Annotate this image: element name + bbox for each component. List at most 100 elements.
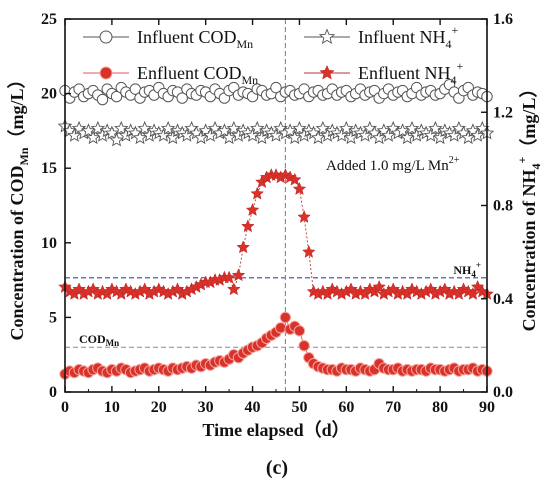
- y-left-axis-title-sub: Mn: [17, 147, 31, 165]
- data-point: [203, 127, 218, 142]
- legend-label-sub: 4: [450, 73, 456, 87]
- data-point: [156, 127, 171, 142]
- data-point: [221, 130, 237, 145]
- data-point: [245, 127, 260, 142]
- data-point: [110, 90, 123, 103]
- data-point: [334, 127, 349, 142]
- data-point: [302, 244, 316, 258]
- data-point: [274, 322, 287, 334]
- data-point: [470, 127, 485, 142]
- x-tick-label: 70: [385, 399, 401, 416]
- data-point: [109, 132, 124, 147]
- legend-marker: [319, 64, 335, 80]
- data-point: [132, 130, 148, 145]
- reference-line-label-text: COD: [79, 332, 106, 346]
- data-point: [460, 130, 476, 145]
- data-point: [176, 92, 188, 104]
- legend-label-sub: Mn: [241, 73, 258, 87]
- y-left-axis-title-text: Concentration of COD: [7, 166, 27, 341]
- chart-text: NH4+ CODMn Added 1.0 mg/L Mn2+: [79, 155, 481, 348]
- annotation-text: Added 1.0 mg/L Mn2+: [326, 155, 460, 174]
- data-point: [315, 120, 331, 135]
- x-tick-label: 80: [432, 399, 448, 416]
- y-left-tick-label: 0: [49, 384, 57, 401]
- x-tick-label: 10: [104, 399, 120, 416]
- legend-label: Enfluent CODMn: [137, 63, 258, 87]
- data-point: [298, 340, 310, 352]
- y-right-axis-title: Concentration of NH4+（mg/L）: [515, 80, 543, 332]
- data-point: [270, 81, 282, 94]
- data-point: [287, 172, 302, 186]
- data-point: [137, 120, 153, 135]
- data-point: [268, 127, 284, 142]
- axes: 0 10 20 30 40 50 60 70 80 90 0 5 10 15 20 25 0.0 0.4 0.8 1.…: [7, 11, 543, 440]
- data-point: [67, 127, 82, 142]
- data-point: [249, 120, 265, 135]
- data-series: [57, 78, 495, 380]
- data-point: [343, 130, 359, 145]
- x-axis-title: Time elapsed（d）: [202, 420, 349, 440]
- data-point: [113, 120, 129, 135]
- y-left-tick-label: 25: [41, 11, 57, 28]
- legend-label-sub: Mn: [236, 37, 253, 51]
- reference-line-label-text: NH: [453, 263, 472, 277]
- data-point: [250, 186, 265, 200]
- reference-line-label-sub: Mn: [106, 338, 120, 348]
- legend-label-sub: 4: [445, 37, 451, 51]
- data-point: [222, 270, 236, 284]
- data-point: [179, 127, 195, 142]
- data-point: [90, 120, 106, 135]
- y-right-axis-title-text: Concentration of NH: [519, 169, 539, 331]
- y-right-axis-title-sub: 4: [529, 163, 543, 169]
- reference-line-label: NH4+: [453, 260, 481, 279]
- data-point: [245, 203, 260, 216]
- y-left-tick-label: 15: [41, 160, 57, 177]
- data-point: [357, 127, 373, 142]
- legend-label: Influent CODMn: [137, 27, 253, 51]
- reference-lines: [65, 19, 487, 392]
- data-point: [372, 279, 386, 293]
- data-point: [227, 282, 241, 296]
- data-point: [292, 182, 307, 195]
- legend-marker: [99, 66, 113, 80]
- data-point: [423, 127, 439, 142]
- legend-marker: [318, 28, 336, 44]
- legend: Influent CODMn Influent NH4+Enfluent CODM…: [83, 23, 463, 87]
- series-line: [64, 174, 488, 295]
- y-right-tick-label: 0.0: [493, 384, 513, 401]
- data-point: [293, 325, 306, 337]
- y-right-axis-title-sup: +: [515, 156, 529, 163]
- data-point: [292, 120, 307, 135]
- legend-label: Enfluent NH4+: [358, 59, 463, 87]
- y-right-tick-label: 0.8: [493, 198, 513, 215]
- legend-label: Influent NH4+: [358, 23, 458, 51]
- y-right-tick-label: 1.2: [493, 104, 513, 121]
- reference-line-label-sup: +: [476, 260, 481, 270]
- legend-label-text: Enfluent NH: [358, 63, 450, 83]
- data-point: [279, 311, 292, 324]
- data-point: [428, 120, 443, 135]
- data-point: [404, 120, 420, 135]
- data-point: [236, 240, 250, 254]
- y-left-tick-label: 10: [41, 235, 57, 252]
- reference-line-label-sub: 4: [471, 269, 476, 279]
- x-tick-label: 30: [198, 399, 214, 416]
- data-point: [85, 130, 101, 145]
- x-tick-label: 60: [338, 399, 354, 416]
- panel-label: (c): [266, 457, 288, 479]
- annotation-text-sup: 2+: [449, 155, 460, 166]
- data-point: [160, 120, 176, 135]
- data-point: [395, 123, 410, 138]
- legend-label-text: Enfluent COD: [137, 63, 241, 83]
- data-point: [446, 127, 462, 142]
- y-right-tick-label: 1.6: [493, 11, 513, 28]
- x-tick-label: 0: [61, 399, 69, 416]
- data-point: [193, 130, 209, 145]
- y-right-axis-title-unit: （mg/L）: [519, 80, 539, 157]
- data-point: [96, 93, 109, 106]
- x-tick-label: 90: [479, 399, 495, 416]
- legend-label-text: Influent COD: [137, 27, 236, 47]
- y-left-tick-label: 20: [41, 86, 57, 103]
